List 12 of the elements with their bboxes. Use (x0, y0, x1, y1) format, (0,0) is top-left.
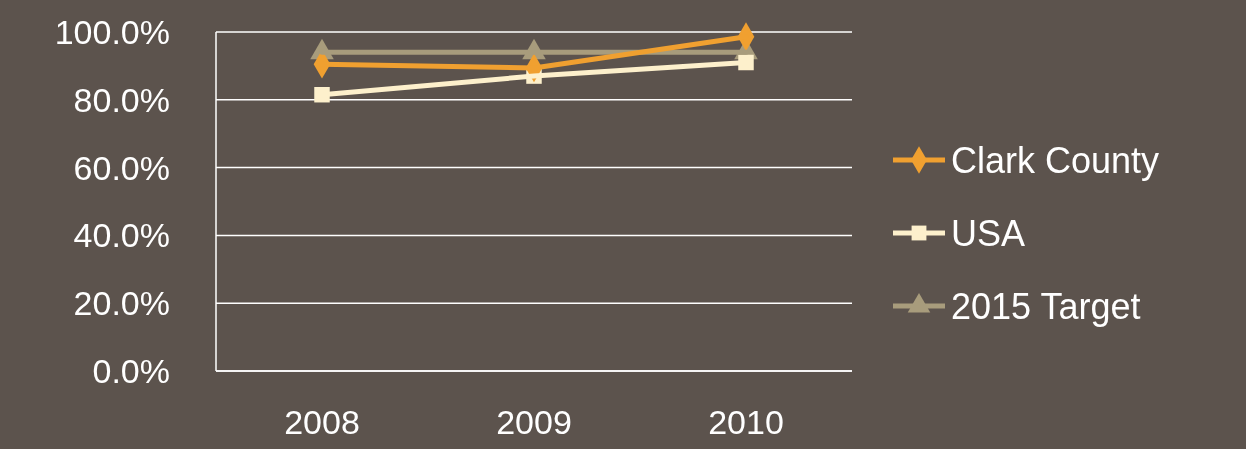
legend-label: USA (951, 212, 1026, 254)
legend-label: 2015 Target (951, 285, 1141, 327)
x-tick-label: 2009 (496, 403, 572, 441)
x-tick-label: 2010 (708, 403, 784, 441)
legend-label: Clark County (951, 139, 1160, 181)
y-tick-label: 40.0% (73, 216, 170, 255)
y-tick-label: 80.0% (73, 80, 170, 119)
y-tick-label: 0.0% (92, 352, 170, 390)
x-tick-label: 2008 (284, 403, 360, 441)
y-tick-label: 20.0% (73, 284, 170, 323)
y-tick-label: 60.0% (73, 148, 170, 187)
y-tick-label: 100.0% (54, 13, 170, 51)
